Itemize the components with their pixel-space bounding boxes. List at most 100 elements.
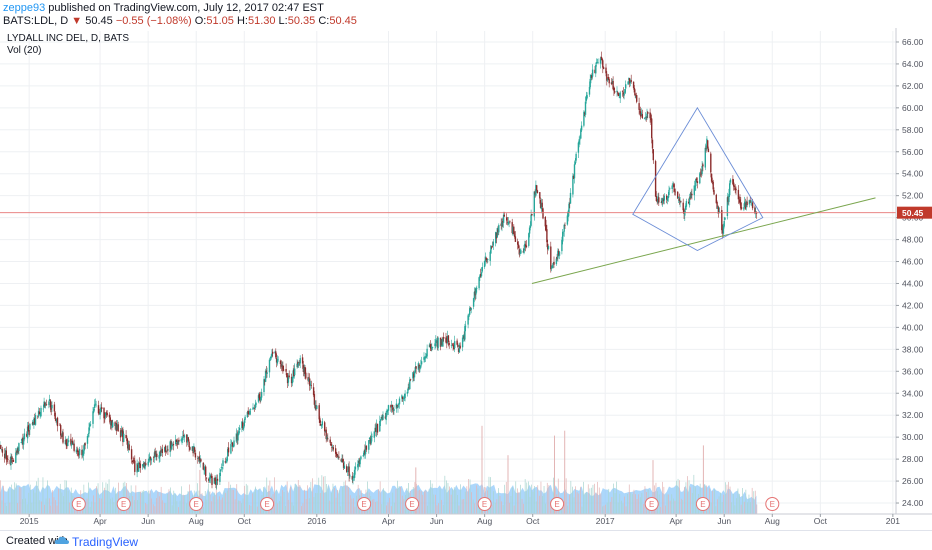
volume-bar: [332, 483, 334, 514]
candle-body: [574, 161, 576, 165]
volume-bar: [395, 489, 397, 514]
candle-body: [535, 184, 537, 196]
volume-bar: [167, 494, 168, 514]
volume-bar: [249, 504, 250, 514]
volume-bar: [310, 482, 312, 514]
candle-body: [28, 430, 30, 432]
candle-body: [44, 402, 46, 406]
tradingview-brand[interactable]: TradingView: [72, 535, 139, 549]
candle-body: [632, 81, 635, 89]
volume-bar: [444, 475, 446, 514]
volume-bar: [141, 490, 143, 514]
time-axis: 2015 Apr Jun Aug Oct 2016 Apr Jun Aug Oct 2017 Apr J…: [0, 513, 932, 526]
volume-bar: [398, 486, 400, 514]
candle-body: [621, 90, 624, 92]
volume-bar: [643, 504, 644, 514]
candle-body: [630, 80, 632, 82]
candle-body: [435, 339, 438, 341]
volume-bar: [151, 498, 152, 514]
volume-bar: [48, 498, 50, 514]
candle-body: [194, 452, 197, 458]
volume-bar: [512, 487, 513, 514]
candle-body: [547, 243, 549, 250]
y-tick-label: 58.00: [902, 125, 924, 135]
candle-body: [511, 222, 513, 233]
volume-bar: [718, 496, 720, 514]
volume-bar: [285, 506, 286, 514]
candle-body: [73, 443, 75, 451]
candle-body: [270, 356, 272, 359]
candle-body: [456, 340, 458, 345]
candle-body: [277, 359, 279, 361]
candle-body: [94, 403, 97, 405]
candle-body: [528, 233, 530, 246]
volume-bar: [252, 493, 253, 514]
candle-body: [656, 199, 658, 202]
candle-body: [740, 207, 743, 209]
volume-bar: [239, 501, 241, 514]
candle-body: [180, 439, 182, 441]
candle-body: [585, 97, 587, 101]
candle-body: [707, 148, 710, 153]
volume-bar: [737, 488, 739, 514]
candle-body: [408, 387, 410, 388]
volume-bar: [324, 476, 326, 514]
candle-body: [625, 84, 627, 89]
candle-body: [547, 246, 550, 249]
candle-body: [298, 362, 300, 366]
volume-bar: [639, 497, 641, 514]
earnings-marker: [644, 497, 659, 511]
candle-body: [304, 367, 306, 374]
candle-body: [45, 404, 48, 405]
volume-bar: [605, 504, 606, 514]
candle-body: [446, 336, 449, 343]
candle-body: [445, 337, 447, 343]
candle-body: [597, 62, 599, 63]
volume-bar: [323, 476, 324, 514]
candle-body: [4, 450, 7, 458]
author-link[interactable]: zeppe93: [3, 2, 46, 14]
volume-bar: [316, 492, 318, 514]
candle-body: [673, 184, 675, 188]
candle-body: [123, 433, 125, 442]
earnings-label: E: [264, 500, 269, 509]
candle-body: [54, 412, 56, 419]
candle-body: [589, 78, 591, 88]
candle-body: [579, 139, 581, 141]
price-chart[interactable]: E E E E E E E E E E E 24.00 26.00 28.00 30.00 32.00 34.…: [0, 28, 932, 528]
candle-body: [699, 173, 701, 184]
volume-bar: [677, 478, 679, 514]
candle-body: [178, 439, 180, 442]
candle-body: [473, 291, 476, 299]
candle-body: [638, 103, 640, 110]
candle-body: [183, 435, 186, 438]
candle-body: [71, 442, 73, 446]
candle-body: [424, 356, 427, 359]
volume-bar: [18, 487, 20, 514]
candle-body: [418, 364, 420, 369]
volume-bar: [742, 488, 743, 514]
candle-body: [335, 448, 337, 454]
volume-bar: [751, 487, 753, 514]
candle-body: [434, 343, 436, 347]
candle-body: [531, 214, 533, 216]
volume-bar: [291, 502, 293, 514]
volume-bar: [351, 498, 353, 514]
candle-body: [573, 176, 575, 179]
volume-bar: [26, 504, 28, 514]
volume-bar: [570, 480, 572, 514]
candle-body: [238, 430, 240, 435]
volume-bar: [211, 501, 212, 514]
volume-bar: [731, 502, 732, 514]
candle-body: [149, 456, 151, 461]
candle-body: [448, 343, 450, 345]
volume-bar: [157, 491, 159, 514]
volume-bar: [50, 505, 52, 514]
volume-spike-bar: [199, 469, 201, 514]
candle-body: [594, 69, 596, 74]
candle-body: [145, 463, 147, 465]
candle-body: [227, 447, 230, 453]
candle-body: [614, 91, 616, 93]
candle-body: [371, 436, 373, 437]
candle-body: [677, 197, 680, 198]
